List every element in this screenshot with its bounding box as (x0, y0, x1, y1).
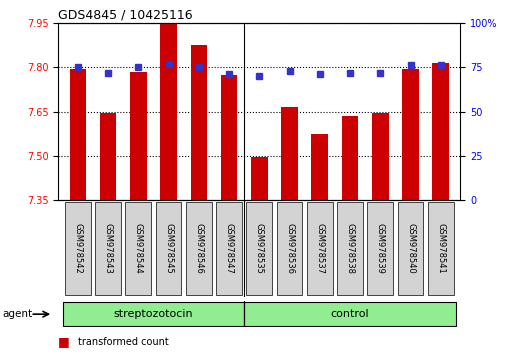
FancyBboxPatch shape (276, 202, 302, 295)
FancyBboxPatch shape (427, 202, 453, 295)
Text: GSM978537: GSM978537 (315, 223, 324, 274)
Text: GSM978536: GSM978536 (284, 223, 293, 274)
Text: GSM978547: GSM978547 (224, 223, 233, 274)
FancyBboxPatch shape (397, 202, 423, 295)
Bar (250, 157, 267, 200)
Text: GSM978543: GSM978543 (104, 223, 113, 274)
FancyBboxPatch shape (307, 202, 332, 295)
Text: GSM978540: GSM978540 (405, 223, 414, 274)
Text: GSM978542: GSM978542 (73, 223, 82, 274)
FancyBboxPatch shape (216, 202, 241, 295)
Text: GSM978546: GSM978546 (194, 223, 203, 274)
Bar (432, 63, 448, 200)
Bar (311, 134, 327, 200)
Text: GSM978535: GSM978535 (255, 223, 263, 274)
Text: transformed count: transformed count (78, 337, 169, 347)
Text: GSM978545: GSM978545 (164, 223, 173, 274)
Text: control: control (330, 309, 369, 319)
Text: ■: ■ (58, 335, 70, 348)
FancyBboxPatch shape (186, 202, 211, 295)
Text: streptozotocin: streptozotocin (114, 309, 193, 319)
FancyBboxPatch shape (244, 302, 455, 326)
Bar (69, 69, 86, 200)
Text: GSM978544: GSM978544 (134, 223, 142, 274)
Bar (341, 116, 358, 200)
FancyBboxPatch shape (63, 302, 244, 326)
Bar (401, 69, 418, 200)
FancyBboxPatch shape (246, 202, 272, 295)
Bar (160, 24, 177, 200)
Text: GSM978541: GSM978541 (435, 223, 444, 274)
Text: agent: agent (3, 309, 33, 319)
Bar (281, 107, 297, 200)
FancyBboxPatch shape (125, 202, 151, 295)
Bar (190, 45, 207, 200)
FancyBboxPatch shape (95, 202, 121, 295)
FancyBboxPatch shape (65, 202, 90, 295)
Text: GDS4845 / 10425116: GDS4845 / 10425116 (58, 9, 192, 22)
FancyBboxPatch shape (156, 202, 181, 295)
Bar (99, 113, 116, 200)
Text: GSM978538: GSM978538 (345, 223, 354, 274)
Bar (371, 113, 388, 200)
Bar (220, 75, 237, 200)
FancyBboxPatch shape (367, 202, 392, 295)
Text: GSM978539: GSM978539 (375, 223, 384, 274)
FancyBboxPatch shape (336, 202, 362, 295)
Bar (130, 72, 146, 200)
